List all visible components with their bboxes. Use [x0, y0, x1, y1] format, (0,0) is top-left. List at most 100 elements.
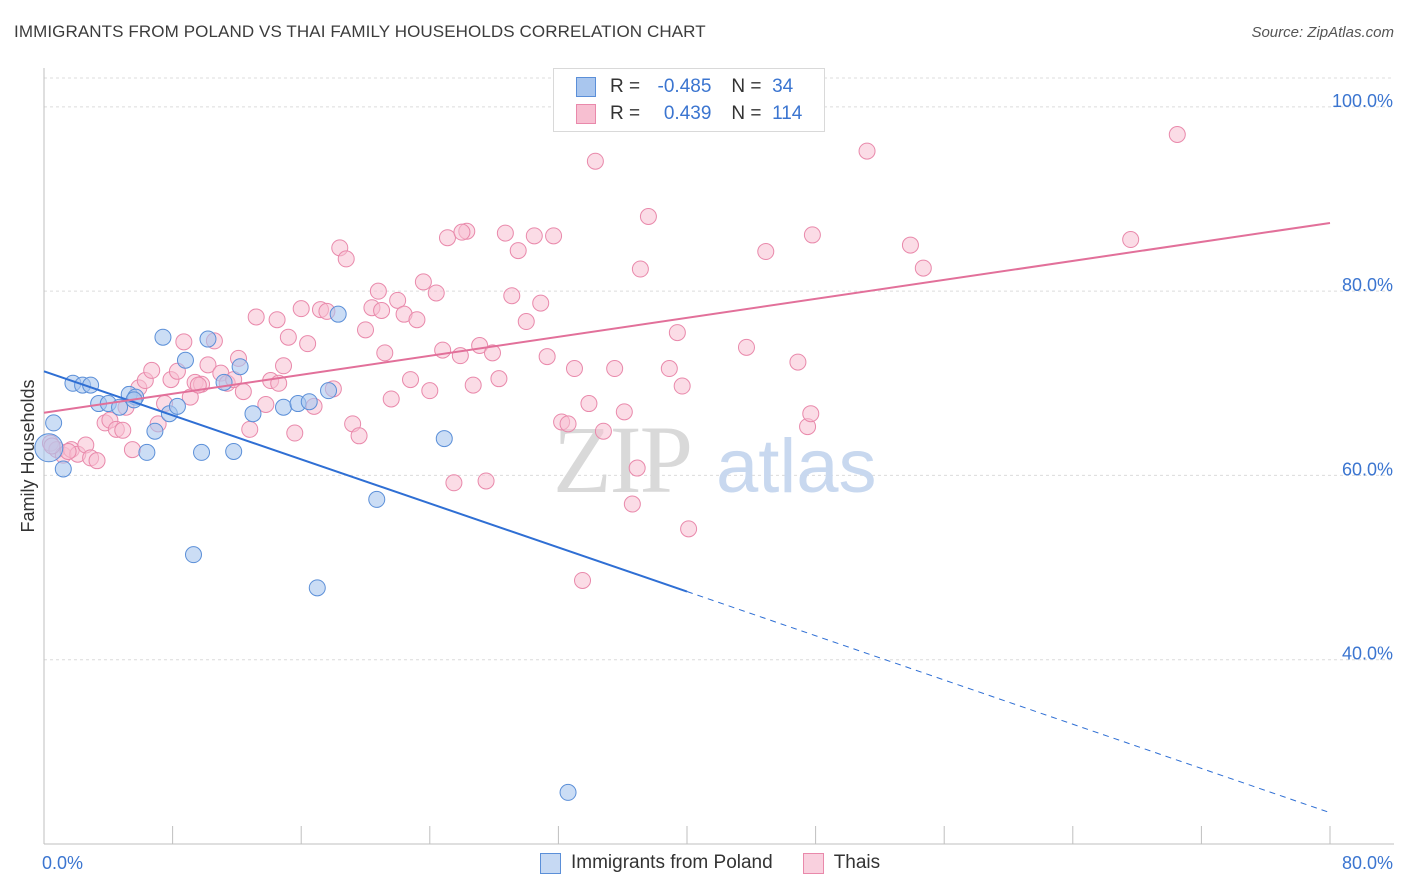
thai-point [414, 273, 432, 291]
thai-point [538, 348, 556, 366]
thai-point [382, 390, 400, 408]
thai-point [668, 324, 686, 342]
thai-point [114, 421, 132, 439]
thai-point [427, 284, 445, 302]
thai-point [858, 142, 876, 160]
n-label: N = [731, 103, 762, 124]
poland-point [45, 414, 63, 432]
thai-point [175, 333, 193, 351]
y-tick-label: 80.0% [1342, 275, 1393, 295]
poland-point [244, 405, 262, 423]
thai-point [247, 308, 265, 326]
thai-point [606, 360, 624, 378]
thai-point [402, 371, 420, 389]
thai-n-value: 114 [772, 103, 803, 124]
r-label: R = [610, 76, 641, 97]
thai-r-value: 0.439 [663, 103, 712, 124]
thai-point [1168, 126, 1186, 143]
poland-point [300, 393, 318, 411]
poland-point [193, 443, 211, 461]
thai-point [586, 152, 604, 170]
poland-point [199, 330, 217, 348]
poland-point [138, 443, 156, 461]
poland-point [146, 422, 164, 440]
y-axis-label: Family Households [18, 379, 38, 532]
stats-legend: R = -0.485 N = 34 R = 0.439 N = 114 [553, 68, 825, 132]
poland-legend-label: Immigrants from Poland [571, 852, 773, 873]
thai-point [525, 227, 543, 245]
thai-point [639, 208, 657, 226]
poland-point [368, 490, 386, 508]
poland-legend-swatch [540, 852, 561, 874]
poland-trend-extension [686, 591, 1331, 814]
thai-point [257, 395, 275, 413]
thai-point [279, 328, 297, 346]
poland-point [308, 579, 326, 597]
legend-item-poland[interactable]: Immigrants from Poland [540, 852, 773, 874]
poland-point [154, 328, 172, 346]
thai-point [901, 236, 919, 254]
thai-point [594, 422, 612, 440]
legend-item-thai[interactable]: Thais [802, 852, 880, 874]
trend-lines [43, 221, 1331, 814]
thai-point [453, 223, 471, 241]
thai-point [143, 361, 161, 379]
thai-point [737, 338, 755, 356]
thai-point [803, 226, 821, 244]
poland-point [275, 398, 293, 416]
legend-row-thai: R = 0.439 N = 114 [576, 101, 802, 127]
thai-point [680, 520, 698, 538]
thai-point [369, 282, 387, 300]
thai-point [234, 383, 252, 401]
thai-point [615, 403, 633, 421]
poland-point [168, 397, 186, 415]
poland-point [231, 358, 249, 376]
thai-point [299, 335, 317, 353]
thai-point [580, 395, 598, 413]
poland-swatch [576, 77, 596, 97]
thai-points [41, 126, 1186, 589]
poland-n-value: 34 [772, 76, 794, 97]
thai-point [628, 459, 646, 477]
thai-legend-swatch [802, 852, 824, 874]
thai-point [1122, 231, 1140, 249]
thai-point [421, 382, 439, 400]
thai-point [503, 287, 521, 305]
thai-point [286, 424, 304, 442]
poland-point [435, 430, 453, 448]
poland-point [54, 460, 72, 478]
thai-point [292, 300, 310, 318]
x-max-label: 80.0% [1342, 853, 1393, 873]
poland-point [329, 305, 347, 323]
y-tick-label: 100.0% [1332, 91, 1393, 111]
thai-point [389, 291, 407, 309]
thai-point [532, 294, 550, 312]
thai-point [517, 313, 535, 331]
x-min-label: 0.0% [42, 853, 83, 873]
thai-point [464, 376, 482, 394]
thai-point [660, 360, 678, 378]
thai-point [483, 344, 501, 362]
thai-point [496, 224, 514, 242]
poland-point [320, 382, 338, 400]
thai-point [275, 357, 293, 375]
thai-point [509, 242, 527, 260]
thai-point [565, 360, 583, 378]
thai-point [376, 344, 394, 362]
watermark-atlas: atlas [716, 424, 877, 509]
thai-point [914, 259, 932, 277]
thai-point [559, 415, 577, 433]
poland-trend-line [43, 370, 688, 593]
thai-point [438, 229, 456, 247]
y-tick-label: 40.0% [1342, 644, 1393, 664]
legend-row-poland: R = -0.485 N = 34 [576, 74, 793, 100]
thai-point [350, 427, 368, 445]
chart-source: Source: ZipAtlas.com [1251, 24, 1394, 41]
thai-point [574, 571, 592, 589]
n-label: N = [731, 76, 762, 97]
thai-point [477, 472, 495, 490]
r-label: R = [610, 103, 641, 124]
thai-swatch [576, 104, 596, 124]
thai-point [623, 495, 641, 513]
thai-point [802, 405, 820, 423]
